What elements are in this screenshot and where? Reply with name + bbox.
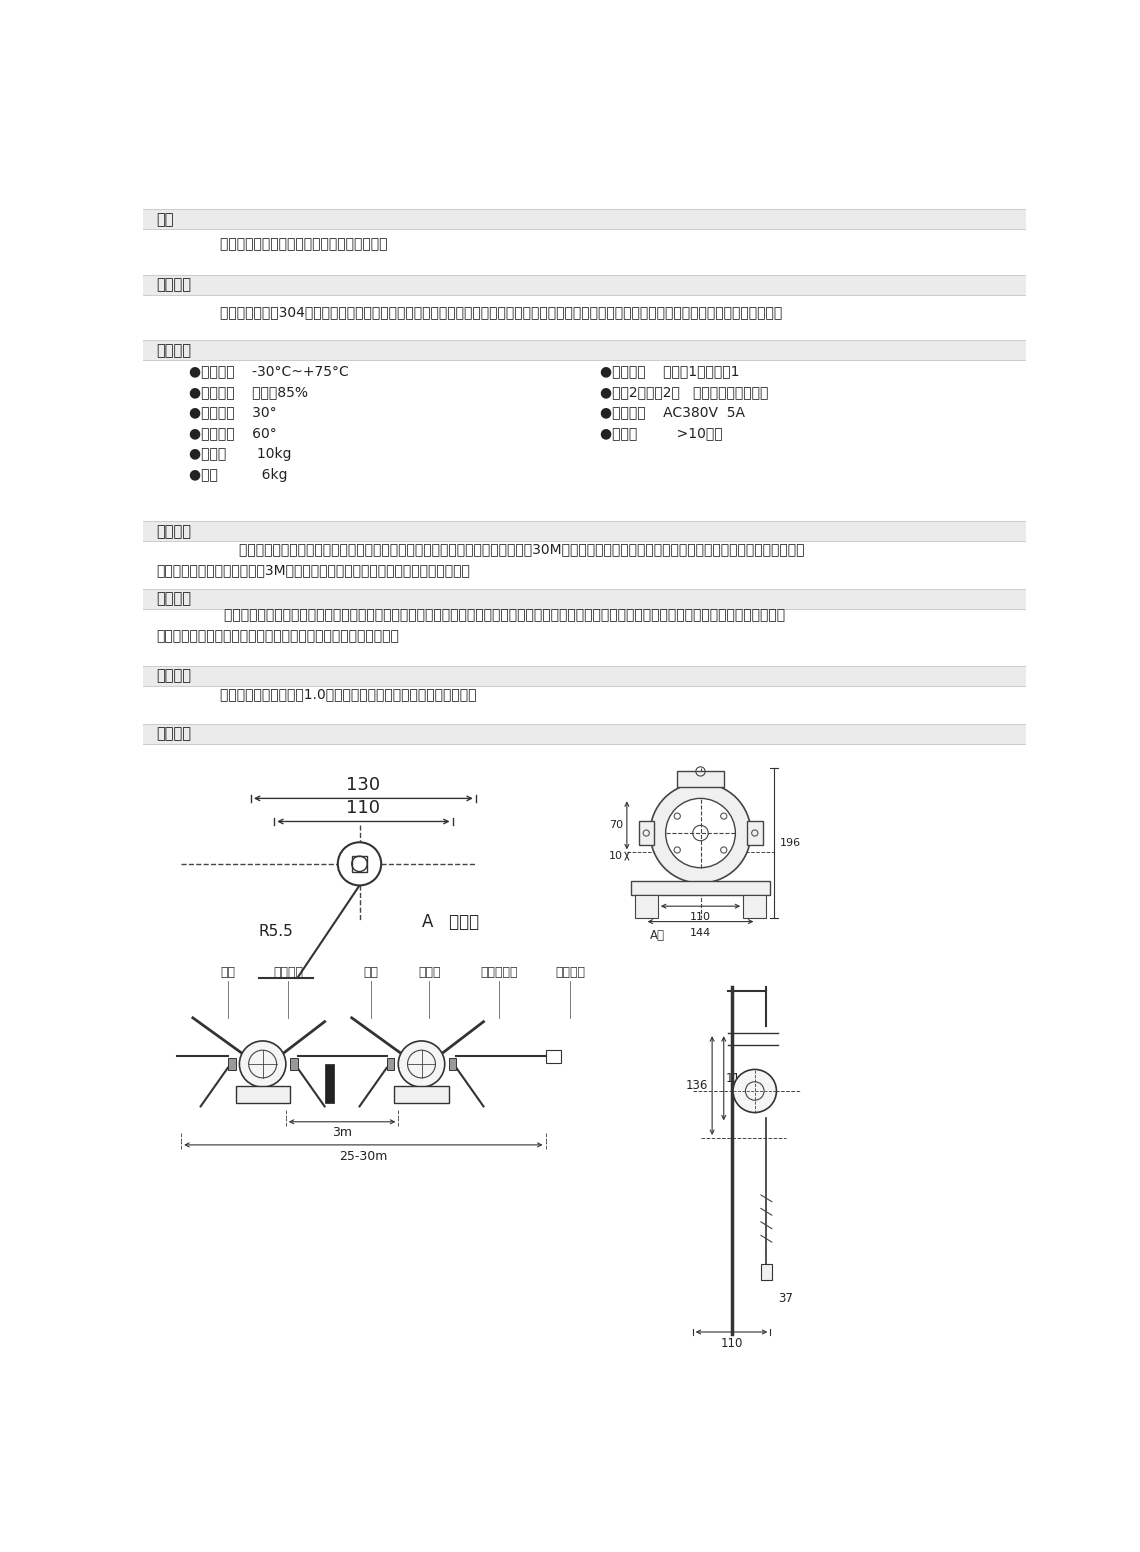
- Text: 钢丝绳: 钢丝绳: [418, 967, 440, 979]
- Text: 拉绳沿胶带平行方向设置，每3M加一吊环，钢丝绳按用户所需规格，厂方可代购。: 拉绳沿胶带平行方向设置，每3M加一吊环，钢丝绳按用户所需规格，厂方可代购。: [156, 563, 471, 577]
- Bar: [236, 1085, 290, 1102]
- Text: 25-30m: 25-30m: [340, 1150, 388, 1162]
- Text: 10: 10: [609, 850, 622, 861]
- Circle shape: [398, 1041, 445, 1086]
- Text: 110: 110: [720, 1336, 742, 1350]
- Bar: [325, 1065, 334, 1102]
- Text: 外形尺寸: 外形尺寸: [156, 726, 192, 742]
- Text: ●重量          6kg: ●重量 6kg: [189, 469, 287, 483]
- Text: 本机采用不锈钢304压铸壳体，强度高，重量轻；外壳防护等级高，可以在恶劣环境中长期工作，机内采用进口元件，触点容量大，动作灵敏，可靠。: 本机采用不锈钢304压铸壳体，强度高，重量轻；外壳防护等级高，可以在恶劣环境中长…: [185, 304, 782, 318]
- Text: 安装使用: 安装使用: [156, 523, 192, 539]
- Text: 70: 70: [609, 821, 622, 830]
- Bar: [142, 723, 1026, 743]
- Text: A向: A向: [651, 930, 666, 942]
- Text: 调整螺栓: 调整螺栓: [555, 967, 585, 979]
- Text: A   向孔形: A 向孔形: [422, 913, 479, 931]
- Circle shape: [337, 843, 381, 885]
- Text: 110: 110: [690, 913, 711, 922]
- Bar: [638, 821, 654, 844]
- Bar: [394, 1085, 449, 1102]
- Bar: [142, 588, 1026, 608]
- Text: ●触点容量    AC380V  5A: ●触点容量 AC380V 5A: [600, 405, 744, 419]
- Text: 110: 110: [347, 799, 381, 816]
- Circle shape: [239, 1041, 286, 1086]
- Text: 接线方式: 接线方式: [156, 669, 192, 683]
- Text: ●常开2，常闭2；   （订货时需要注明）: ●常开2，常闭2； （订货时需要注明）: [600, 385, 768, 399]
- Text: ●动作力       10kg: ●动作力 10kg: [189, 447, 292, 461]
- Text: 技术参数: 技术参数: [156, 343, 192, 359]
- Text: 拉绳开关: 拉绳开关: [274, 967, 303, 979]
- Text: 本机出厂时已配长度为1.0米电缆线，接线方式参照标牌所标线色。: 本机出厂时已配长度为1.0米电缆线，接线方式参照标牌所标线色。: [185, 688, 477, 702]
- Text: 用途: 用途: [156, 213, 174, 227]
- Text: 当胶带运输现场发生紧急事故时，可拉动系在拉绳开关吊耳上的钢丝绳，使机内的滑块控制内部微动开关动作，发出停机或报警信号。自动复位机型在松: 当胶带运输现场发生紧急事故时，可拉动系在拉绳开关吊耳上的钢丝绳，使机内的滑块控制…: [189, 608, 785, 622]
- Bar: [142, 340, 1026, 360]
- Bar: [386, 1058, 394, 1071]
- Text: ●相对温度    不大于85%: ●相对温度 不大于85%: [189, 385, 308, 399]
- Text: 开关平衡地安在机架的固定支架上；将钢丝绳系在两端的拉环上，每侧绳不超过30M（有坡度时应当缩短），拉绳压力应适宜，以确保开关可靠复位，: 开关平衡地安在机架的固定支架上；将钢丝绳系在两端的拉环上，每侧绳不超过30M（有…: [204, 543, 805, 557]
- Bar: [449, 1058, 456, 1071]
- Text: ●动作角度    30°: ●动作角度 30°: [189, 405, 277, 419]
- Bar: [290, 1058, 298, 1071]
- Bar: [747, 821, 763, 844]
- Bar: [677, 771, 724, 787]
- Text: ●可靠性         >10万次: ●可靠性 >10万次: [600, 427, 723, 441]
- Bar: [762, 1265, 772, 1280]
- Text: ●触点数量    常开，1；常闭，1: ●触点数量 常开，1；常闭，1: [600, 365, 739, 379]
- Bar: [142, 275, 1026, 295]
- Text: R5.5: R5.5: [259, 923, 293, 939]
- Text: 3m: 3m: [332, 1127, 352, 1139]
- Text: ●极限角度    60°: ●极限角度 60°: [189, 427, 277, 441]
- Bar: [142, 521, 1026, 542]
- Bar: [635, 894, 658, 917]
- Text: 托环: 托环: [364, 967, 378, 979]
- Text: ●环境温度    -30°C~+75°C: ●环境温度 -30°C~+75°C: [189, 365, 349, 379]
- Circle shape: [666, 798, 735, 868]
- Text: 本机用于皮胶带运输机发生事故时紧急停机。: 本机用于皮胶带运输机发生事故时紧急停机。: [185, 237, 388, 251]
- Circle shape: [352, 857, 367, 872]
- Bar: [142, 210, 1026, 230]
- Bar: [630, 882, 771, 894]
- Bar: [352, 857, 367, 872]
- Text: 开钢丝绳后自定复位，手动复位机型需要操作复位手柄方可复位。: 开钢丝绳后自定复位，手动复位机型需要操作复位手柄方可复位。: [156, 629, 399, 643]
- Text: 工作原理: 工作原理: [156, 591, 192, 607]
- Circle shape: [733, 1069, 776, 1113]
- Text: 117: 117: [725, 1072, 748, 1085]
- Bar: [142, 666, 1026, 686]
- Text: 144: 144: [690, 928, 711, 937]
- Text: 37: 37: [779, 1293, 793, 1305]
- Circle shape: [650, 784, 751, 883]
- Bar: [228, 1058, 236, 1071]
- Text: 安装支架子: 安装支架子: [480, 967, 518, 979]
- Bar: [546, 1051, 561, 1063]
- Text: 130: 130: [347, 776, 381, 793]
- Text: 196: 196: [780, 838, 800, 847]
- Text: 136: 136: [686, 1079, 708, 1093]
- Text: 扎头: 扎头: [220, 967, 235, 979]
- Text: 结构特点: 结构特点: [156, 278, 192, 292]
- Bar: [743, 894, 766, 917]
